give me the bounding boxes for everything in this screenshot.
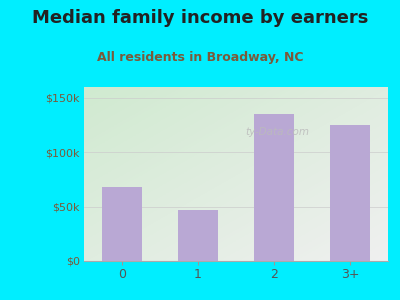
Text: Median family income by earners: Median family income by earners	[32, 9, 368, 27]
Text: All residents in Broadway, NC: All residents in Broadway, NC	[97, 51, 303, 64]
Bar	[178, 210, 218, 261]
Bar	[254, 114, 294, 261]
Bar	[330, 125, 370, 261]
Text: ty-Data.com: ty-Data.com	[245, 127, 309, 137]
Bar	[102, 187, 142, 261]
